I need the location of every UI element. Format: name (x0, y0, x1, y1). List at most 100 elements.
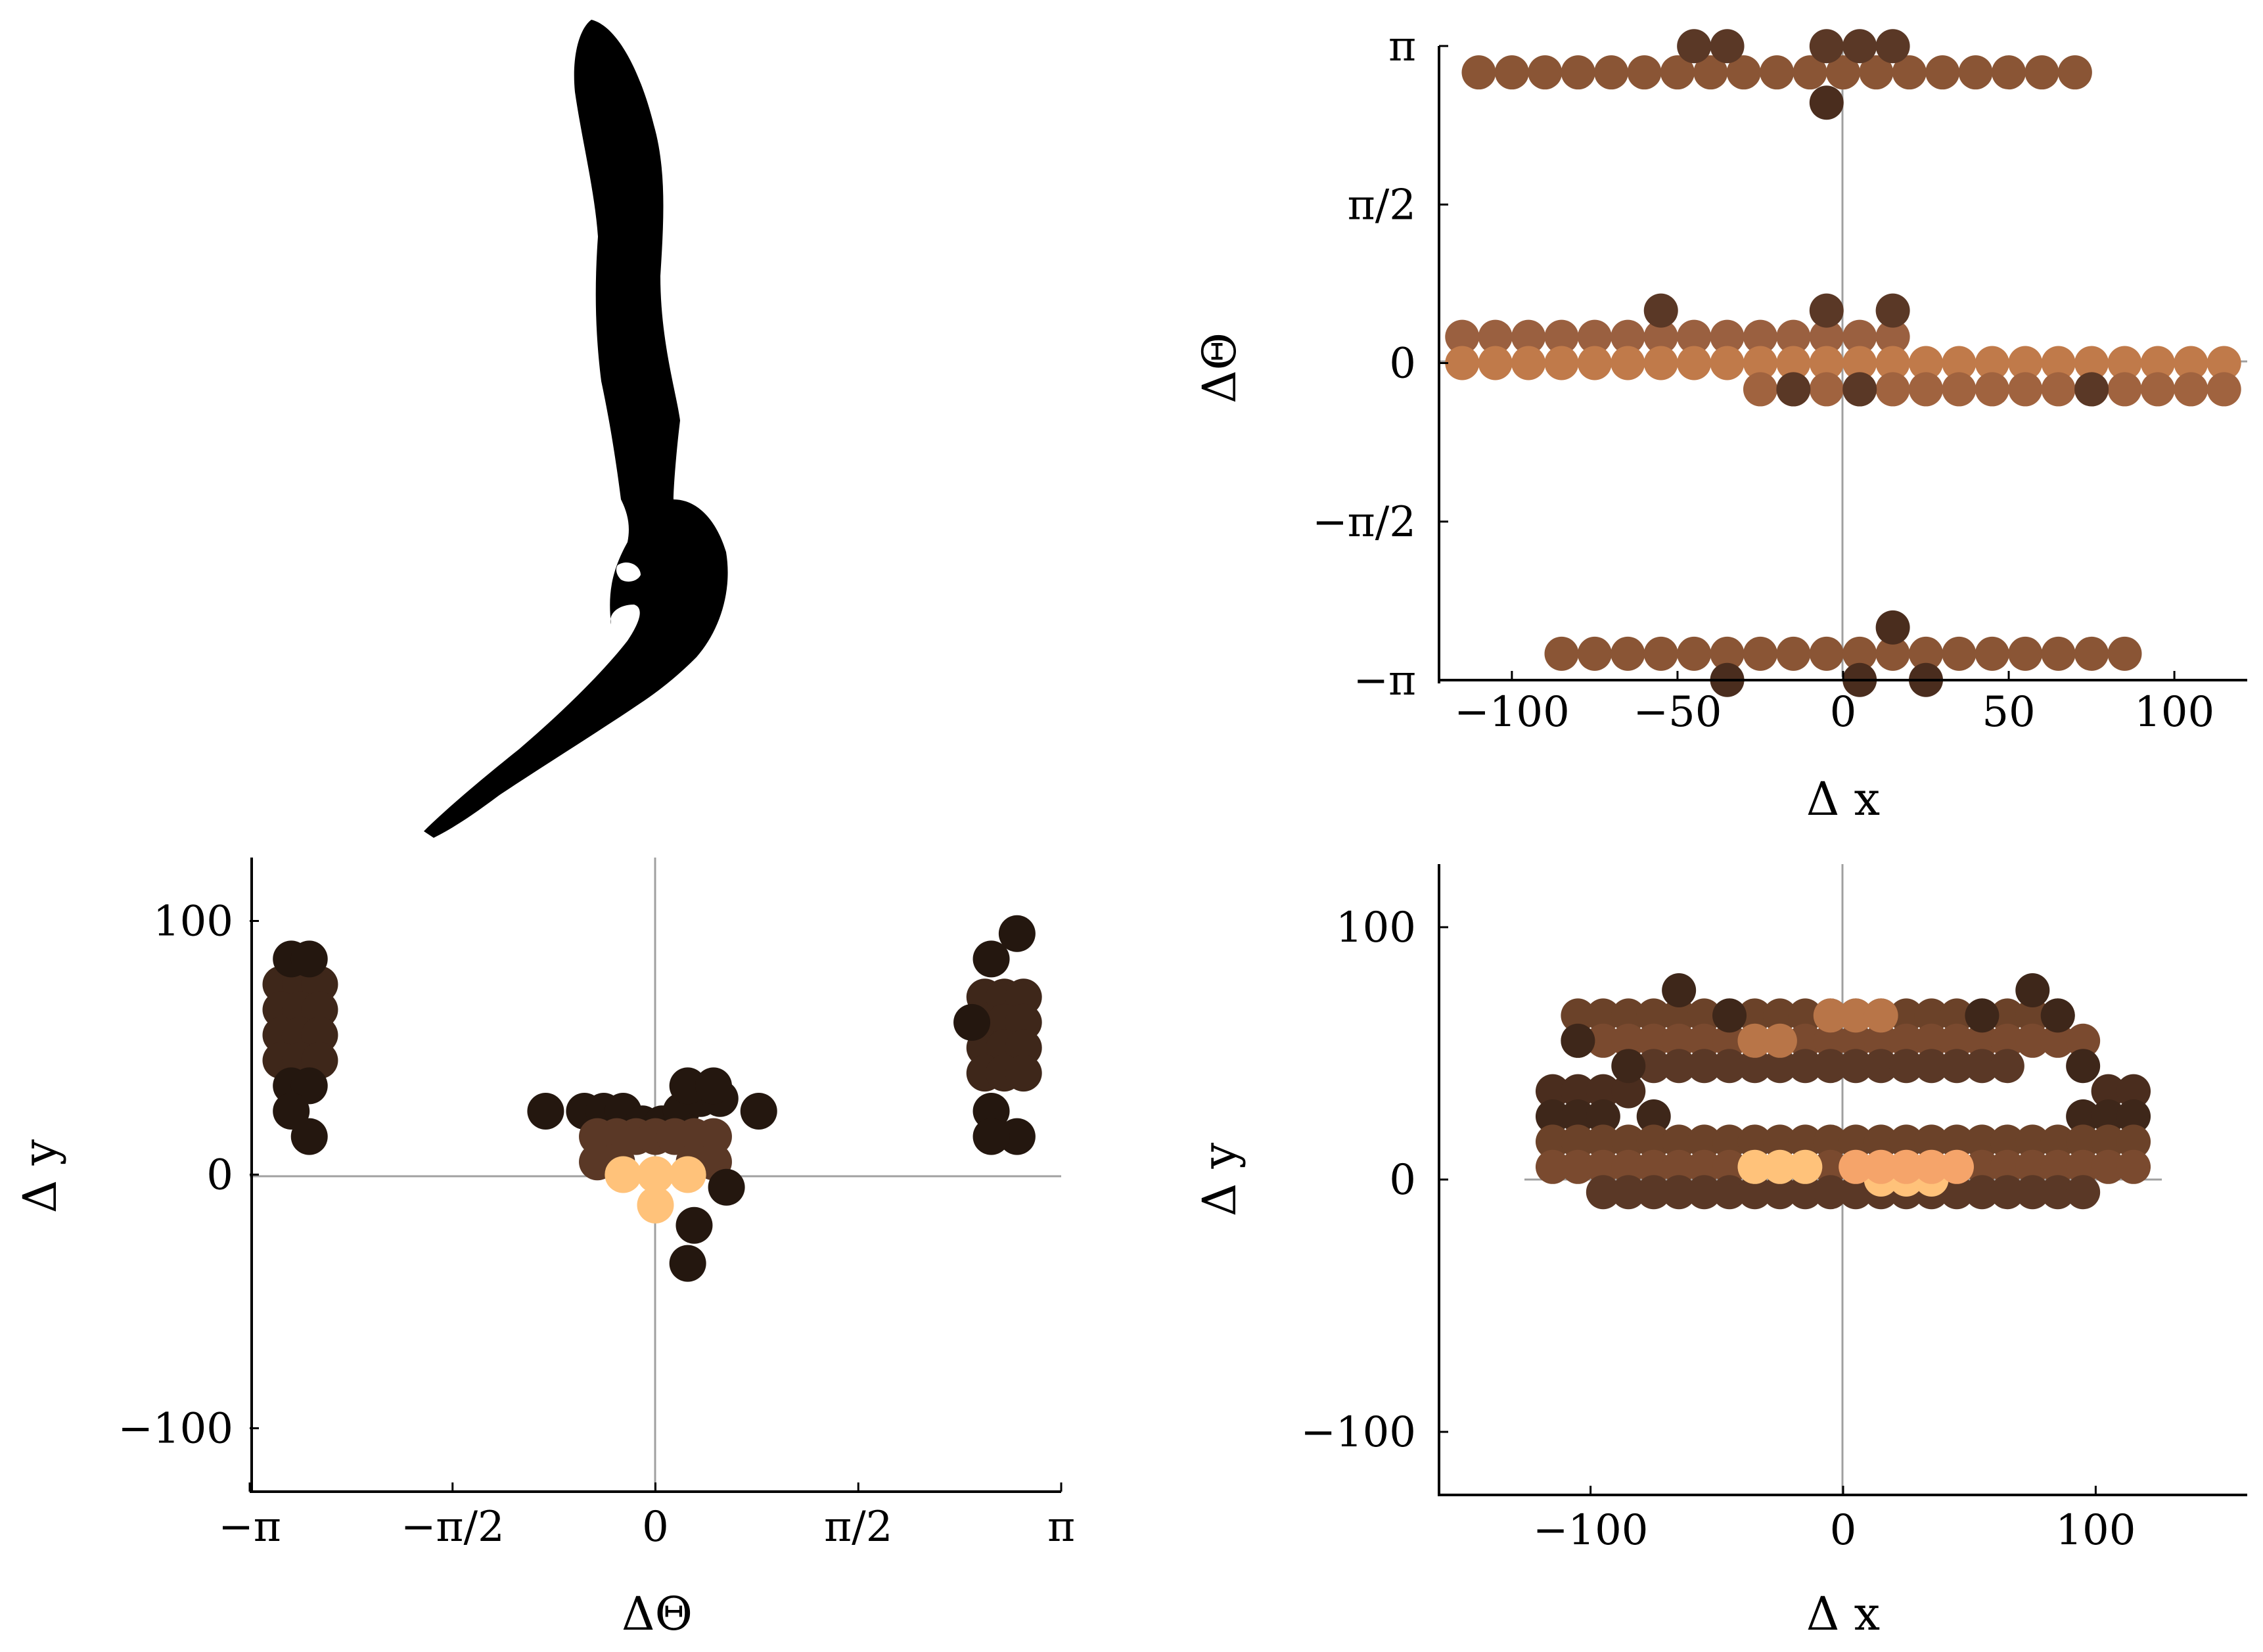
scatter-point (1809, 319, 1844, 354)
scatter-point (1942, 636, 1977, 671)
series-points (1445, 29, 2241, 697)
scatter-point (1710, 346, 1745, 380)
scatter-point (1611, 1074, 1646, 1109)
scatter-point (1842, 319, 1877, 354)
scatter-point (1889, 998, 1924, 1033)
scatter-point (1662, 1049, 1697, 1084)
scatter-point (1914, 1023, 1949, 1058)
scatter-point (1643, 293, 1678, 328)
scatter-point (1776, 346, 1811, 380)
scatter-point (290, 1118, 328, 1155)
scatter-point (669, 1156, 706, 1193)
scatter-point (1863, 1023, 1898, 1058)
scatter-point (1788, 1124, 1823, 1159)
scatter-point (1839, 1149, 1873, 1184)
scatter-point (1561, 1099, 1595, 1134)
scatter-point (301, 991, 338, 1028)
panel-bottom-right: −100 0 100 −100 0 100 Δ x Δ y (1193, 864, 2247, 1641)
panel-top-right: −100 −50 0 50 100 −π −π/2 0 π/2 π Δ x ΔΘ (1193, 22, 2247, 826)
scatter-point (1445, 319, 1480, 354)
scatter-point (1737, 1175, 1772, 1210)
scatter-point (1561, 1124, 1595, 1159)
scatter-point (1839, 998, 1873, 1033)
scatter-point (637, 1156, 674, 1193)
scatter-point (2107, 346, 2142, 380)
scatter-point (2066, 1149, 2101, 1184)
scatter-point (675, 1206, 713, 1244)
tick-labels: −π −π/2 0 π/2 π −100 0 100 (118, 898, 1075, 1552)
scatter-point (1662, 1175, 1697, 1210)
scatter-point (1710, 636, 1745, 671)
scatter-point (1842, 29, 1877, 64)
scatter-point (1712, 1049, 1747, 1084)
scatter-point (2040, 1175, 2075, 1210)
scatter-point (2041, 636, 2076, 671)
scatter-point (1611, 1049, 1646, 1084)
scatter-point (2066, 1023, 2101, 1058)
scatter-point (1636, 1149, 1671, 1184)
x-axis-label: Δ x (1806, 1587, 1880, 1641)
scatter-point (1914, 1149, 1949, 1184)
scatter-point (2008, 636, 2043, 671)
scatter-point (2041, 372, 2076, 407)
scatter-point (1611, 319, 1645, 354)
scatter-point (1662, 1149, 1697, 1184)
scatter-point (1909, 346, 1944, 380)
scatter-point (1561, 1074, 1595, 1109)
scatter-point (1544, 636, 1579, 671)
scatter-point (2091, 1124, 2126, 1159)
scatter-point (1478, 319, 1513, 354)
scatter-point (1788, 1149, 1823, 1184)
scatter-point (1965, 1149, 2000, 1184)
scatter-point (2091, 1099, 2126, 1134)
scatter-point (1776, 372, 1811, 407)
scatter-point (2041, 346, 2076, 380)
scatter-point (2066, 1099, 2101, 1134)
scatter-point (1788, 1049, 1823, 1084)
scatter-point (740, 1093, 777, 1130)
scatter-point (1528, 55, 1563, 90)
scatter-point (1839, 1124, 1873, 1159)
y-tick-label: 100 (153, 898, 233, 946)
scatter-point (1561, 55, 1595, 90)
scatter-point (1611, 1149, 1646, 1184)
scatter-point (2116, 1074, 2151, 1109)
scatter-point (1611, 636, 1645, 671)
scatter-point (1965, 998, 2000, 1033)
scatter-point (1875, 372, 1910, 407)
scatter-point (998, 1118, 1036, 1155)
scatter-point (1990, 1175, 2024, 1210)
scatter-point (2066, 1124, 2101, 1159)
scatter-point (2107, 372, 2142, 407)
x-tick-label: −π/2 (401, 1503, 505, 1551)
scatter-point (1611, 346, 1645, 380)
scatter-point (1687, 1049, 1722, 1084)
scatter-point (2091, 1074, 2126, 1109)
scatter-point (1662, 1124, 1697, 1159)
scatter-point (2008, 346, 2043, 380)
scatter-point (1737, 1049, 1772, 1084)
scatter-point (1577, 636, 1612, 671)
scatter-point (1710, 29, 1745, 64)
scatter-point (1712, 1149, 1747, 1184)
scatter-point (1511, 346, 1546, 380)
scatter-point (1662, 1023, 1697, 1058)
x-axis-label: ΔΘ (622, 1587, 693, 1641)
scatter-point (1889, 1023, 1924, 1058)
scatter-point (1889, 1149, 1924, 1184)
scatter-point (2074, 636, 2109, 671)
scatter-point (1535, 1099, 1570, 1134)
x-tick-label: 0 (1830, 1506, 1857, 1555)
scatter-point (2074, 346, 2109, 380)
scatter-point (605, 1156, 642, 1193)
scatter-point (1990, 998, 2024, 1033)
y-tick-label: 0 (1389, 340, 1416, 388)
scatter-point (1992, 55, 2026, 90)
scatter-point (1662, 998, 1697, 1033)
scatter-point (1975, 636, 2009, 671)
scatter-point (1712, 1023, 1747, 1058)
scatter-point (1737, 1023, 1772, 1058)
scatter-point (998, 915, 1036, 952)
scatter-point (1636, 1099, 1671, 1134)
scatter-point (2174, 372, 2208, 407)
